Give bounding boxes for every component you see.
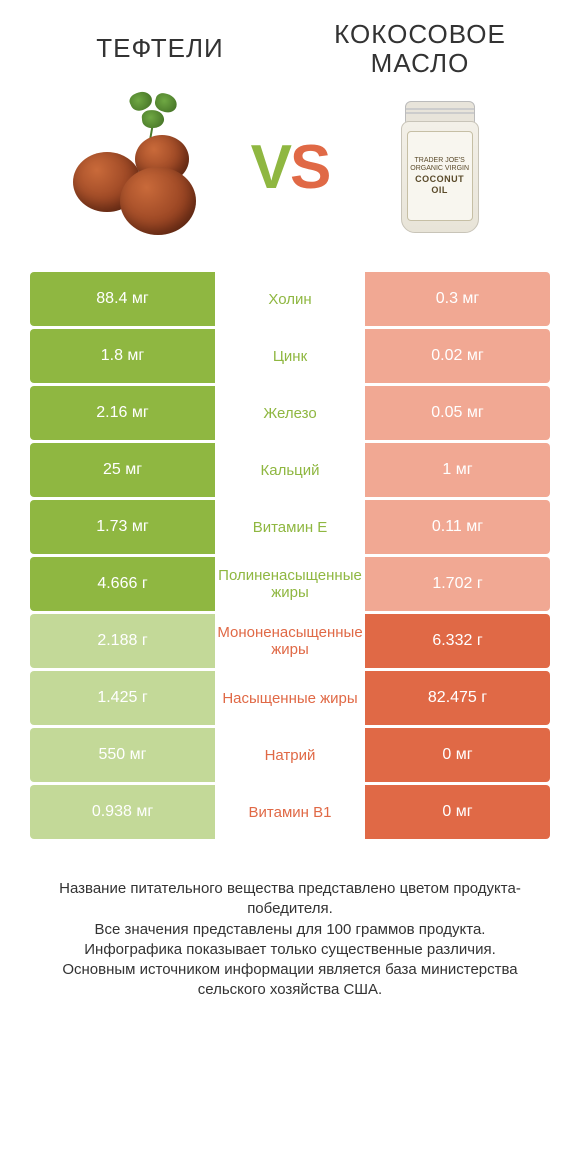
jar-label-line2: ORGANIC VIRGIN [410, 165, 469, 173]
comparison-row: 550 мгНатрий0 мг [30, 728, 550, 782]
value-left: 550 мг [30, 728, 215, 782]
nutrient-label: Цинк [215, 329, 365, 383]
vs-label: VS [251, 132, 330, 203]
value-left: 25 мг [30, 443, 215, 497]
value-right: 0.3 мг [365, 272, 550, 326]
value-right: 1 мг [365, 443, 550, 497]
coconut-oil-jar-icon: TRADER JOE'S ORGANIC VIRGIN COCONUT OIL [395, 97, 485, 237]
jar-label-big2: OIL [431, 185, 448, 196]
comparison-row: 1.73 мгВитамин E0.11 мг [30, 500, 550, 554]
vs-letter-s: S [290, 133, 329, 202]
comparison-row: 25 мгКальций1 мг [30, 443, 550, 497]
value-left: 1.73 мг [30, 500, 215, 554]
footer-line1: Название питательного вещества представл… [36, 879, 544, 920]
infographic-container: ТЕФТЕЛИ КОКОСОВОЕ МАСЛО VS [0, 0, 580, 1011]
product-title-right: КОКОСОВОЕ МАСЛО [290, 20, 550, 77]
comparison-row: 2.16 мгЖелезо0.05 мг [30, 386, 550, 440]
value-left: 4.666 г [30, 557, 215, 611]
comparison-row: 88.4 мгХолин0.3 мг [30, 272, 550, 326]
comparison-row: 2.188 гМононенасыщенные жиры6.332 г [30, 614, 550, 668]
nutrient-label: Холин [215, 272, 365, 326]
value-right: 0 мг [365, 728, 550, 782]
value-right: 1.702 г [365, 557, 550, 611]
comparison-row: 4.666 гПолиненасыщенные жиры1.702 г [30, 557, 550, 611]
comparison-table: 88.4 мгХолин0.3 мг1.8 мгЦинк0.02 мг2.16 … [30, 272, 550, 839]
meatballs-icon [65, 97, 215, 237]
vs-letter-v: V [251, 133, 290, 202]
product-image-right: TRADER JOE'S ORGANIC VIRGIN COCONUT OIL [329, 87, 550, 247]
value-left: 1.8 мг [30, 329, 215, 383]
footer-line4: Основным источником информации является … [36, 960, 544, 1001]
value-right: 0.11 мг [365, 500, 550, 554]
images-row: VS TRADER JOE'S ORGANIC VIRGIN COCONUT O… [30, 87, 550, 247]
value-right: 82.475 г [365, 671, 550, 725]
title-right-line1: КОКОСОВОЕ [290, 20, 550, 49]
value-right: 0.05 мг [365, 386, 550, 440]
nutrient-label: Витамин B1 [215, 785, 365, 839]
nutrient-label: Полиненасыщенные жиры [215, 557, 365, 611]
footer-line3: Инфографика показывает только существенн… [36, 940, 544, 960]
product-image-left [30, 87, 251, 247]
value-left: 0.938 мг [30, 785, 215, 839]
product-title-left: ТЕФТЕЛИ [30, 33, 290, 64]
jar-label-big1: COCONUT [415, 174, 464, 185]
nutrient-label: Натрий [215, 728, 365, 782]
value-left: 2.188 г [30, 614, 215, 668]
value-left: 88.4 мг [30, 272, 215, 326]
nutrient-label: Мононенасыщенные жиры [215, 614, 365, 668]
nutrient-label: Железо [215, 386, 365, 440]
value-left: 2.16 мг [30, 386, 215, 440]
title-right-line2: МАСЛО [290, 49, 550, 78]
titles-row: ТЕФТЕЛИ КОКОСОВОЕ МАСЛО [30, 20, 550, 77]
nutrient-label: Витамин E [215, 500, 365, 554]
comparison-row: 0.938 мгВитамин B10 мг [30, 785, 550, 839]
nutrient-label: Кальций [215, 443, 365, 497]
footer-line2: Все значения представлены для 100 граммо… [36, 920, 544, 940]
nutrient-label: Насыщенные жиры [215, 671, 365, 725]
value-right: 0.02 мг [365, 329, 550, 383]
footer-notes: Название питательного вещества представл… [30, 879, 550, 1001]
value-right: 0 мг [365, 785, 550, 839]
value-right: 6.332 г [365, 614, 550, 668]
jar-label-line1: TRADER JOE'S [415, 157, 465, 165]
comparison-row: 1.425 гНасыщенные жиры82.475 г [30, 671, 550, 725]
value-left: 1.425 г [30, 671, 215, 725]
comparison-row: 1.8 мгЦинк0.02 мг [30, 329, 550, 383]
